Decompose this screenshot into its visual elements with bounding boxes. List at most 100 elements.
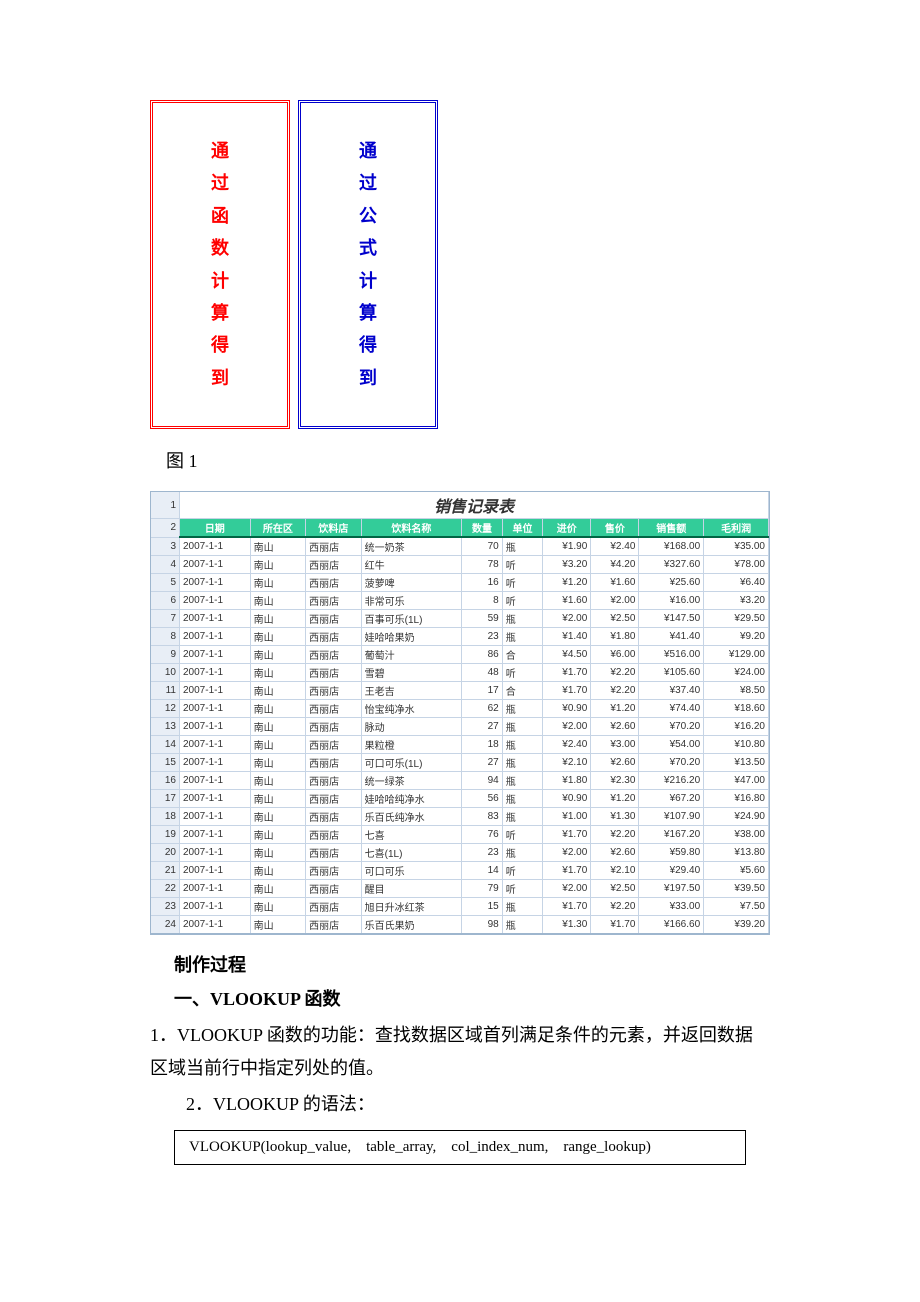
cell: ¥2.50 <box>591 880 639 898</box>
cell: ¥70.20 <box>639 718 704 736</box>
box-char: 过 <box>359 167 377 199</box>
row-number: 8 <box>151 628 180 646</box>
cell: 16 <box>462 574 503 592</box>
cell: ¥6.00 <box>591 646 639 664</box>
table-row: 72007-1-1南山西丽店百事可乐(1L)59瓶¥2.00¥2.50¥147.… <box>151 610 769 628</box>
row-number: 14 <box>151 736 180 754</box>
cell: ¥74.40 <box>639 700 704 718</box>
cell: 西丽店 <box>306 682 362 700</box>
cell: ¥2.10 <box>543 754 591 772</box>
cell: 15 <box>462 898 503 916</box>
col-product: 饮料名称 <box>361 519 462 538</box>
cell: ¥6.40 <box>704 574 769 592</box>
cell: 2007-1-1 <box>180 880 251 898</box>
cell: 78 <box>462 556 503 574</box>
table-row: 112007-1-1南山西丽店王老吉17合¥1.70¥2.20¥37.40¥8.… <box>151 682 769 700</box>
table-row: 132007-1-1南山西丽店脉动27瓶¥2.00¥2.60¥70.20¥16.… <box>151 718 769 736</box>
figure-caption: 图 1 <box>166 447 770 473</box>
cell: 西丽店 <box>306 754 362 772</box>
cell: ¥0.90 <box>543 700 591 718</box>
cell: 23 <box>462 844 503 862</box>
cell: ¥2.00 <box>543 844 591 862</box>
row-number: 4 <box>151 556 180 574</box>
cell: 瓶 <box>502 898 543 916</box>
box-char: 通 <box>211 135 229 167</box>
cell: 王老吉 <box>361 682 462 700</box>
cell: ¥1.70 <box>543 682 591 700</box>
cell: ¥327.60 <box>639 556 704 574</box>
cell: 2007-1-1 <box>180 646 251 664</box>
row-number: 12 <box>151 700 180 718</box>
cell: 瓶 <box>502 736 543 754</box>
row-number: 20 <box>151 844 180 862</box>
cell: 西丽店 <box>306 664 362 682</box>
row-number: 13 <box>151 718 180 736</box>
cell: 瓶 <box>502 754 543 772</box>
row-number: 10 <box>151 664 180 682</box>
box-char: 公 <box>359 200 377 232</box>
cell: ¥39.50 <box>704 880 769 898</box>
cell: 2007-1-1 <box>180 844 251 862</box>
cell: ¥4.50 <box>543 646 591 664</box>
col-qty: 数量 <box>462 519 503 538</box>
cell: 76 <box>462 826 503 844</box>
cell: 2007-1-1 <box>180 790 251 808</box>
cell: 2007-1-1 <box>180 700 251 718</box>
col-price: 售价 <box>591 519 639 538</box>
table-row: 42007-1-1南山西丽店红牛78听¥3.20¥4.20¥327.60¥78.… <box>151 556 769 574</box>
cell: ¥8.50 <box>704 682 769 700</box>
cell: 瓶 <box>502 808 543 826</box>
row-number: 11 <box>151 682 180 700</box>
cell: 雪碧 <box>361 664 462 682</box>
cell: 79 <box>462 880 503 898</box>
table-row: 142007-1-1南山西丽店果粒橙18瓶¥2.40¥3.00¥54.00¥10… <box>151 736 769 754</box>
row-number: 18 <box>151 808 180 826</box>
cell: ¥129.00 <box>704 646 769 664</box>
cell: 南山 <box>250 790 306 808</box>
cell: 2007-1-1 <box>180 592 251 610</box>
cell: ¥2.20 <box>591 682 639 700</box>
cell: 南山 <box>250 574 306 592</box>
row-number: 19 <box>151 826 180 844</box>
cell: 瓶 <box>502 790 543 808</box>
table-row: 82007-1-1南山西丽店娃哈哈果奶23瓶¥1.40¥1.80¥41.40¥9… <box>151 628 769 646</box>
cell: 南山 <box>250 700 306 718</box>
cell: 14 <box>462 862 503 880</box>
table-row: 32007-1-1南山西丽店统一奶茶70瓶¥1.90¥2.40¥168.00¥3… <box>151 537 769 556</box>
row-number: 5 <box>151 574 180 592</box>
cell: 西丽店 <box>306 736 362 754</box>
cell: ¥78.00 <box>704 556 769 574</box>
cell: ¥107.90 <box>639 808 704 826</box>
cell: ¥197.50 <box>639 880 704 898</box>
col-date: 日期 <box>180 519 251 538</box>
cell: 59 <box>462 610 503 628</box>
table-row: 92007-1-1南山西丽店葡萄汁86合¥4.50¥6.00¥516.00¥12… <box>151 646 769 664</box>
cell: 南山 <box>250 610 306 628</box>
cell: 27 <box>462 718 503 736</box>
cell: 西丽店 <box>306 592 362 610</box>
cell: ¥59.80 <box>639 844 704 862</box>
cell: ¥2.20 <box>591 664 639 682</box>
table-row: 222007-1-1南山西丽店醒目79听¥2.00¥2.50¥197.50¥39… <box>151 880 769 898</box>
cell: 2007-1-1 <box>180 862 251 880</box>
cell: ¥2.30 <box>591 772 639 790</box>
cell: 西丽店 <box>306 556 362 574</box>
cell: 83 <box>462 808 503 826</box>
cell: 南山 <box>250 736 306 754</box>
syntax-box: VLOOKUP(lookup_value, table_array, col_i… <box>174 1130 746 1165</box>
cell: 娃哈哈果奶 <box>361 628 462 646</box>
cell: 听 <box>502 880 543 898</box>
cell: 百事可乐(1L) <box>361 610 462 628</box>
cell: 脉动 <box>361 718 462 736</box>
cell: 2007-1-1 <box>180 772 251 790</box>
cell: 听 <box>502 556 543 574</box>
cell: 西丽店 <box>306 880 362 898</box>
cell: ¥1.60 <box>591 574 639 592</box>
cell: ¥3.20 <box>704 592 769 610</box>
cell: ¥2.00 <box>543 718 591 736</box>
cell: 南山 <box>250 628 306 646</box>
cell: 西丽店 <box>306 574 362 592</box>
cell: ¥29.40 <box>639 862 704 880</box>
col-unit: 单位 <box>502 519 543 538</box>
cell: ¥4.20 <box>591 556 639 574</box>
